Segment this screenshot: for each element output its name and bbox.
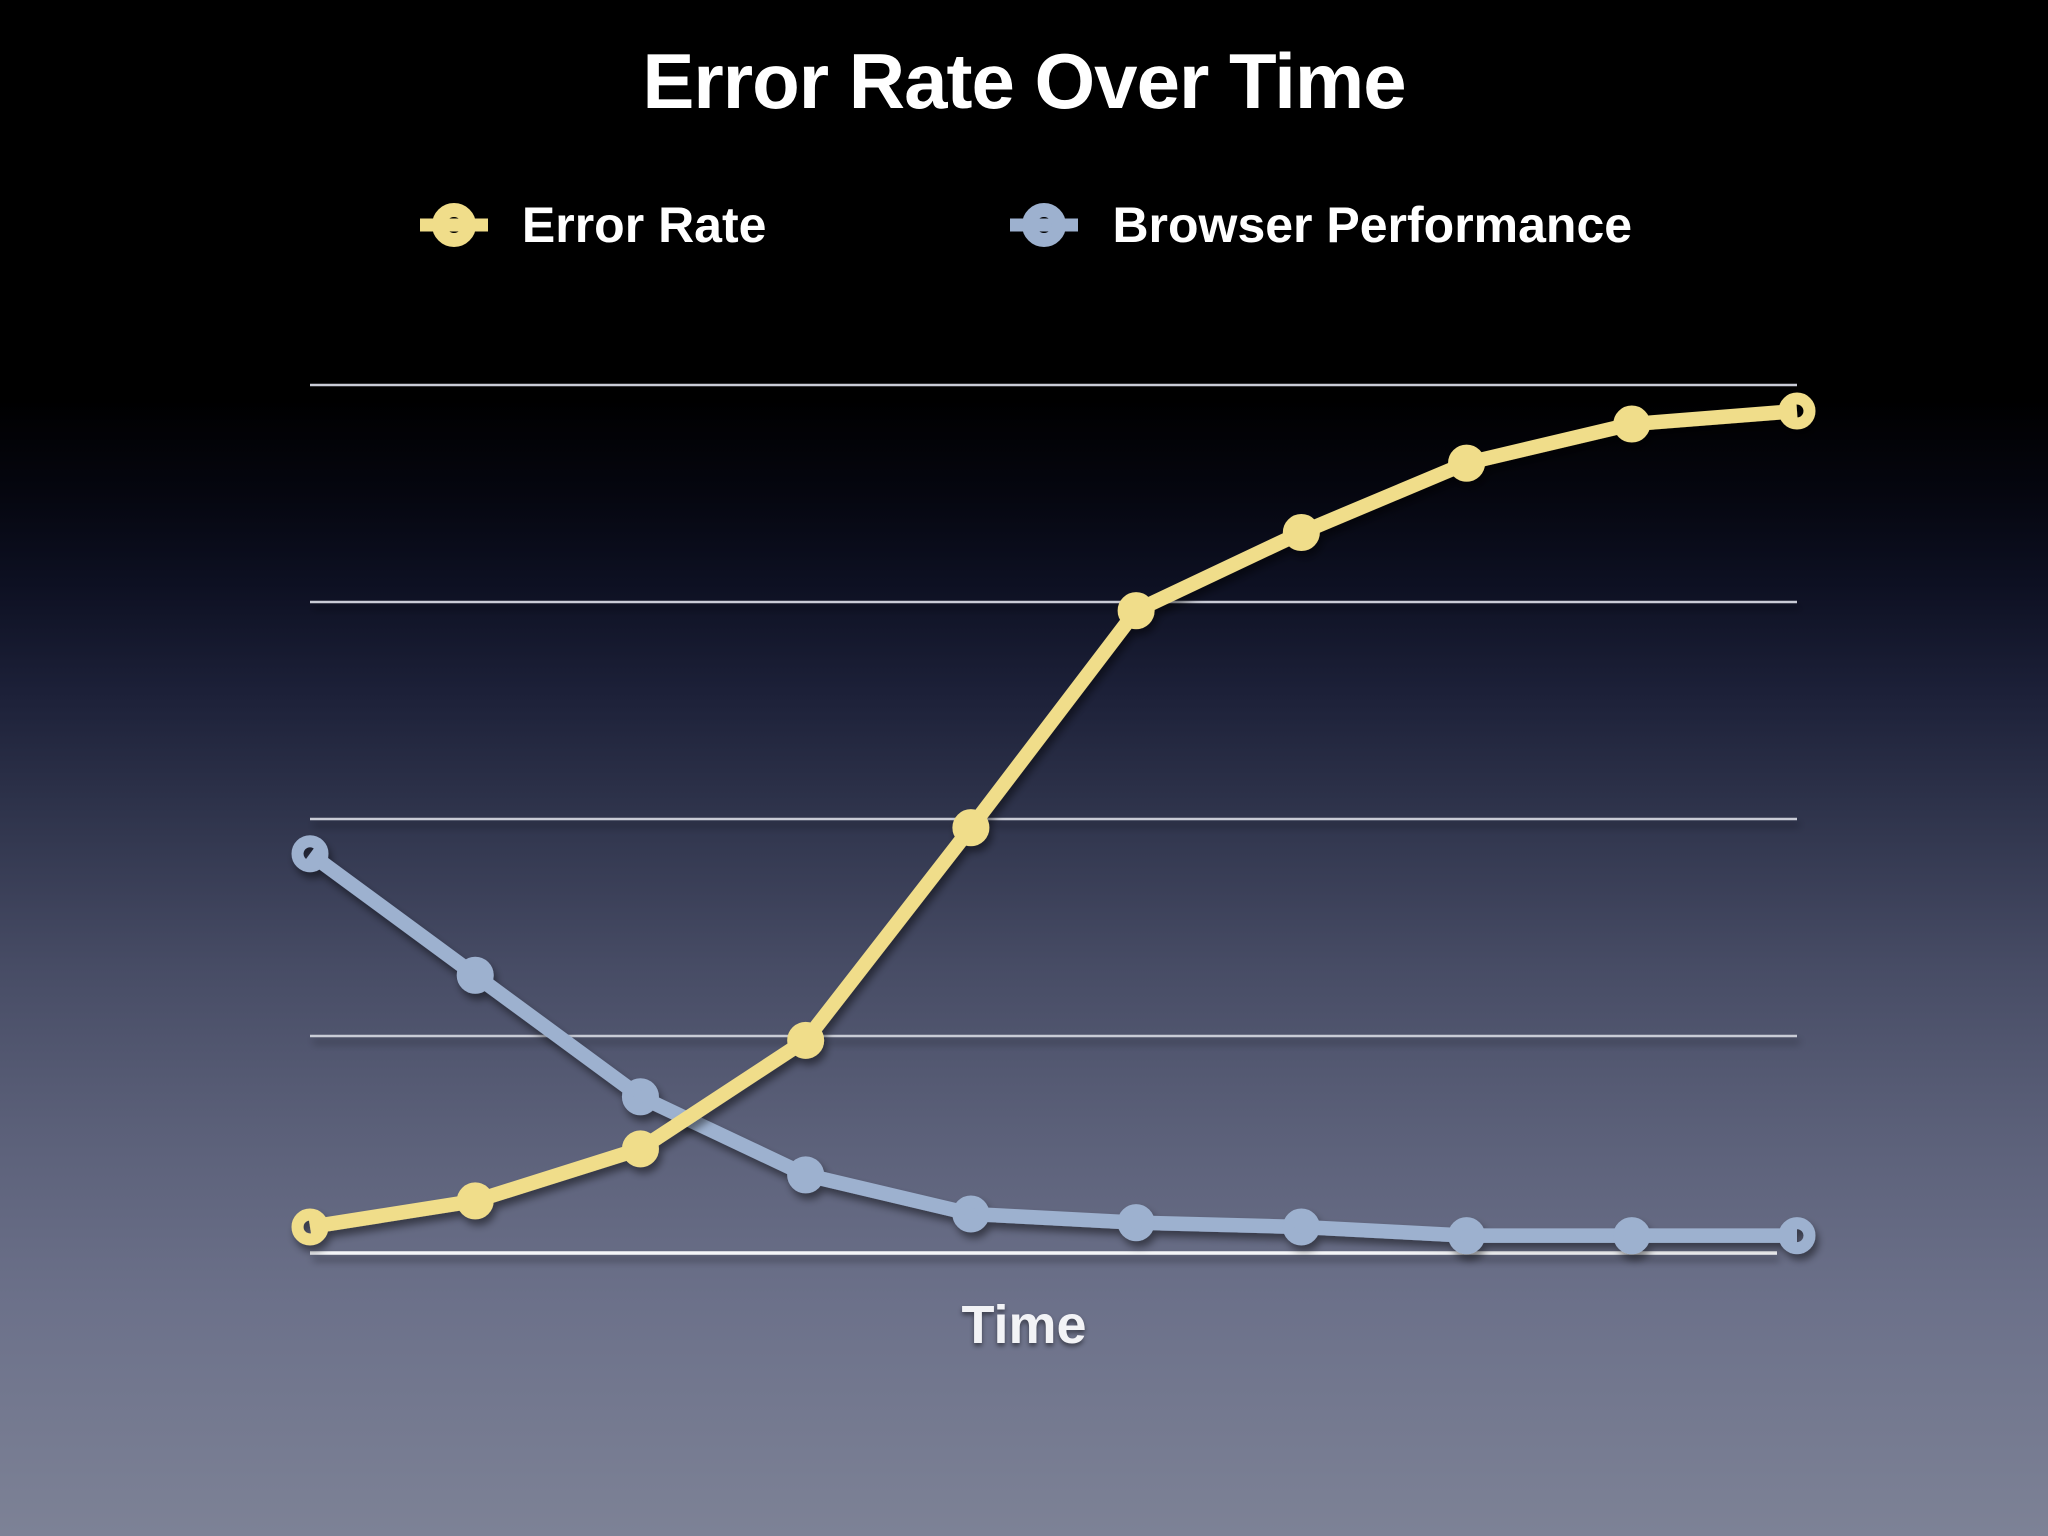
data-point-marker-error-rate — [1282, 514, 1320, 552]
legend-label-error-rate: Error Rate — [521, 197, 767, 253]
data-point-marker-browser-performance — [1448, 1217, 1486, 1255]
data-point-marker-browser-performance — [787, 1156, 825, 1194]
legend-item-error-rate: Error Rate — [416, 196, 767, 254]
legend-label-browser-performance: Browser Performance — [1112, 197, 1633, 253]
data-point-marker-error-rate — [621, 1130, 659, 1168]
data-point-marker-error-rate — [1117, 592, 1155, 630]
data-point-marker-error-rate — [1613, 405, 1651, 443]
data-point-marker-browser-performance — [1613, 1217, 1651, 1255]
data-point-marker-error-rate — [1448, 444, 1486, 482]
data-point-marker-error-rate — [952, 809, 990, 847]
data-point-marker-browser-performance — [291, 835, 329, 873]
data-point-marker-browser-performance — [621, 1078, 659, 1116]
series-browser-performance — [291, 835, 1816, 1255]
browser-performance-marker-icon — [1010, 203, 1079, 247]
series-error-rate-line — [308, 403, 1798, 1235]
data-point-marker-browser-performance — [1117, 1204, 1155, 1242]
legend-item-browser-performance: Browser Performance — [1006, 196, 1632, 254]
gridlines — [310, 383, 1797, 1255]
series-browser-performance-line — [305, 847, 1797, 1243]
series-error-rate — [291, 392, 1816, 1246]
error-rate-marker-icon — [419, 203, 488, 247]
data-series — [291, 392, 1816, 1255]
data-point-marker-browser-performance — [1282, 1208, 1320, 1246]
data-point-marker-browser-performance — [1778, 1217, 1816, 1255]
data-point-marker-error-rate — [456, 1182, 494, 1220]
x-axis-label: Time — [961, 1295, 1087, 1355]
data-point-marker-browser-performance — [456, 956, 494, 994]
data-point-marker-error-rate — [787, 1021, 825, 1059]
chart-title: Error Rate Over Time — [642, 37, 1406, 125]
data-point-marker-browser-performance — [952, 1195, 990, 1233]
data-point-marker-error-rate — [1778, 392, 1816, 430]
data-point-marker-error-rate — [291, 1208, 329, 1246]
legend: Error Rate Browser Performance — [0, 196, 2048, 254]
